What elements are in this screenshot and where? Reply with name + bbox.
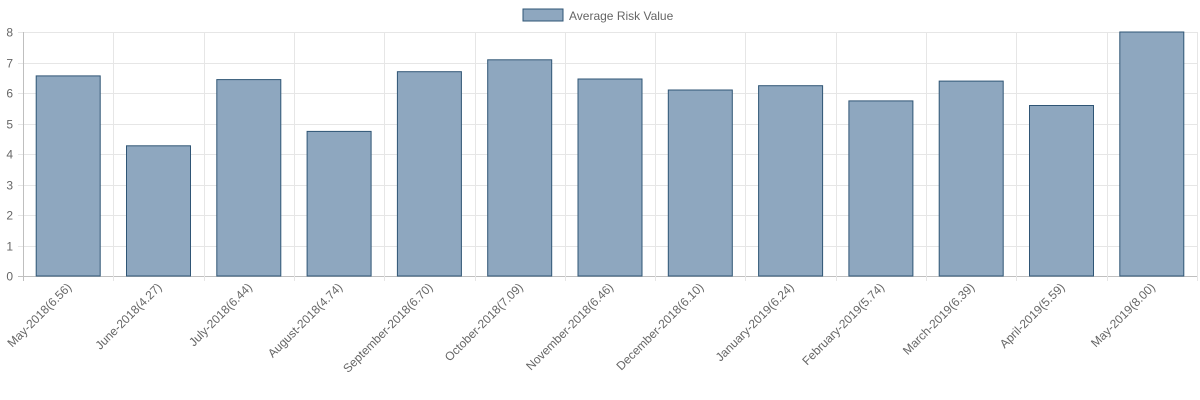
x-tick-label: February-2019(5.74) (799, 280, 887, 368)
bar[interactable] (577, 78, 643, 277)
y-tick-label: 5 (6, 118, 13, 132)
y-tick-label: 6 (6, 87, 13, 101)
x-tick-label: September-2018(6.70) (340, 280, 435, 375)
bar[interactable] (126, 145, 191, 277)
x-tick-label: January-2019(6.24) (713, 280, 797, 364)
x-tick-label: March-2019(6.39) (900, 280, 977, 357)
x-tick-label: December-2018(6.10) (614, 280, 707, 373)
bar[interactable] (306, 130, 372, 277)
x-tick-label: May-2018(6.56) (5, 280, 75, 350)
bar[interactable] (1029, 105, 1094, 277)
y-tick-label: 0 (6, 270, 13, 284)
y-tick-label: 3 (6, 179, 13, 193)
x-tick-label: June-2018(4.27) (92, 280, 164, 352)
x-tick-label: July-2018(6.44) (186, 280, 255, 349)
bars-layer (35, 31, 1185, 277)
bar[interactable] (1119, 31, 1185, 277)
x-tick-label: October-2018(7.09) (442, 280, 526, 364)
x-tick-label: May-2019(8.00) (1088, 280, 1158, 350)
x-tick-label: August-2018(4.74) (265, 280, 345, 360)
x-tick-label: November-2018(6.46) (523, 280, 616, 373)
y-tick-label: 2 (6, 209, 13, 223)
bar[interactable] (848, 100, 914, 277)
legend-swatch[interactable] (522, 8, 564, 22)
bar[interactable] (35, 75, 101, 277)
bar[interactable] (667, 89, 733, 277)
legend-label[interactable]: Average Risk Value (569, 9, 674, 23)
bar[interactable] (758, 85, 824, 277)
bar[interactable] (938, 80, 1004, 277)
legend[interactable]: Average Risk Value (522, 8, 674, 23)
bar[interactable] (487, 59, 553, 277)
x-tick-label: April-2019(5.59) (997, 280, 1068, 351)
y-tick-label: 8 (6, 26, 13, 40)
bar[interactable] (216, 79, 282, 277)
y-tick-label: 4 (6, 148, 13, 162)
y-tick-label: 7 (6, 57, 13, 71)
y-tick-label: 1 (6, 240, 13, 254)
bar[interactable] (396, 71, 462, 277)
